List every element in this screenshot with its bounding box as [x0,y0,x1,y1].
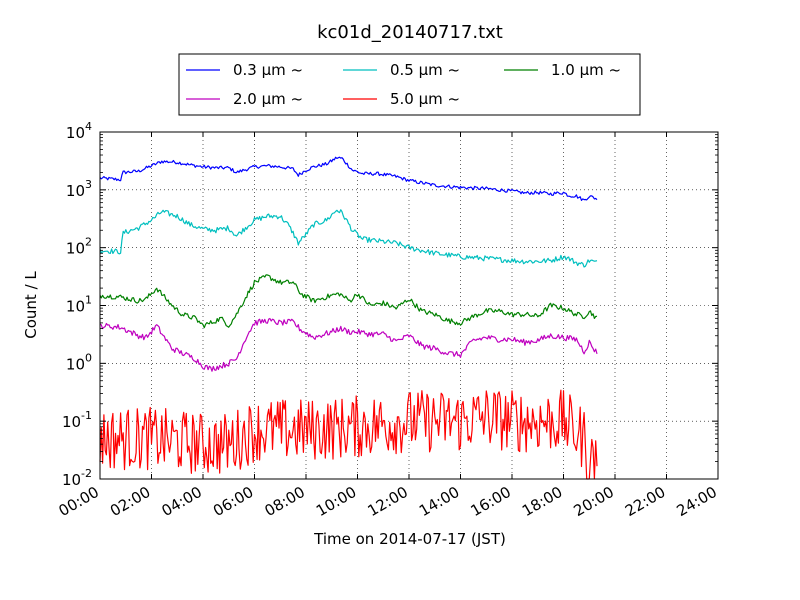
x-tick-label: 10:00 [313,483,359,520]
y-tick-label: 102 [66,236,92,258]
series-line [99,156,598,201]
series-line [99,317,598,372]
x-tick-label: 06:00 [210,483,256,520]
y-tick-base: 10 [66,298,85,316]
x-tick-label: 16:00 [468,483,514,520]
y-tick-base: 10 [66,182,85,200]
x-tick-label: 04:00 [159,483,205,520]
y-tick-label: 100 [66,351,92,373]
y-tick-base: 10 [66,240,85,258]
y-tick-base: 10 [66,124,85,142]
x-tick-label: 24:00 [674,483,720,520]
y-tick-label: 101 [66,294,92,316]
series-line [99,389,598,480]
y-tick-base: 10 [62,471,81,489]
x-tick-label: 12:00 [365,483,411,520]
x-axis-label: Time on 2014-07-17 (JST) [313,530,506,548]
legend-box [178,53,641,116]
y-tick-base: 10 [66,355,85,373]
series-line [99,274,598,329]
y-tick-exponent: 3 [85,178,92,191]
legend-label: 2.0 μm ~ [233,90,303,108]
y-tick-exponent: 2 [85,236,92,249]
x-tick-label: 02:00 [107,483,153,520]
y-tick-exponent: -2 [81,467,92,480]
legend-label: 0.3 μm ~ [233,61,303,79]
legend-label: 1.0 μm ~ [551,61,621,79]
y-tick-label: 10-2 [62,467,92,489]
y-tick-exponent: 1 [85,294,92,307]
legend: 0.3 μm ~ 0.5 μm ~ 1.0 μm ~ 2.0 μm ~ 5.0 μm ~ [178,53,641,116]
series-line [99,209,598,268]
y-tick-exponent: -1 [81,409,92,422]
x-tick-label: 20:00 [571,483,617,520]
chart-title: kc01d_20140717.txt [317,22,503,43]
y-tick-label: 104 [66,120,92,142]
legend-label: 5.0 μm ~ [390,90,460,108]
axis-ticks: 00:00 02:00 04:00 06:00 08:00 10:00 12:00 14:00… [56,120,720,520]
y-tick-exponent: 0 [85,351,92,364]
grid-lines [100,132,718,479]
y-tick-label: 10-1 [62,409,92,431]
x-tick-label: 14:00 [416,483,462,520]
x-tick-label: 08:00 [262,483,308,520]
y-tick-label: 103 [66,178,92,200]
legend-label: 0.5 μm ~ [390,61,460,79]
series-layer [99,156,598,480]
x-tick-label: 22:00 [622,483,668,520]
y-tick-base: 10 [62,413,81,431]
y-axis-label: Count / L [22,271,40,339]
y-tick-exponent: 4 [85,120,92,133]
x-tick-label: 18:00 [519,483,565,520]
